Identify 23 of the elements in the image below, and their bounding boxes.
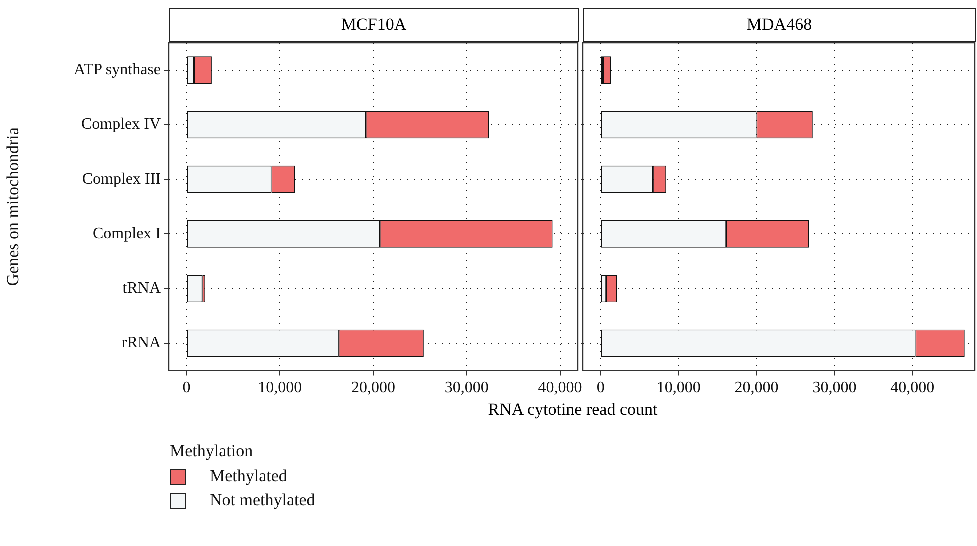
chart-title: MDA468 [583, 8, 976, 42]
y-tick-label: Complex III [82, 170, 161, 188]
y-tick-label: Complex I [93, 225, 161, 242]
y-tick-label: rRNA [122, 334, 162, 352]
x-tick-label: 20,000 [352, 380, 396, 397]
x-axis-title: RNA cytotine read count [487, 400, 659, 420]
x-tick-label: 10,000 [656, 380, 701, 397]
x-tick-label: 0 [182, 380, 191, 397]
legend-label: Not methylated [210, 490, 316, 510]
legend-title: Methylation [170, 441, 254, 460]
x-tick-label: 30,000 [812, 380, 857, 397]
y-tick-label: Complex IV [81, 116, 162, 134]
x-tick-label: 10,000 [258, 380, 302, 397]
x-tick-label: 30,000 [444, 380, 489, 397]
x-tick-label: 0 [596, 380, 605, 397]
y-axis-title: Genes on mitochondria [4, 127, 23, 286]
x-tick-label: 40,000 [890, 380, 935, 397]
legend-label: Methylated [210, 466, 288, 486]
x-tick-label: 20,000 [734, 380, 779, 397]
y-tick-label: tRNA [122, 280, 162, 298]
y-tick-label: ATP synthase [74, 62, 161, 79]
chart-title: MCF10A [169, 8, 579, 42]
x-tick-label: 40,000 [538, 380, 582, 397]
